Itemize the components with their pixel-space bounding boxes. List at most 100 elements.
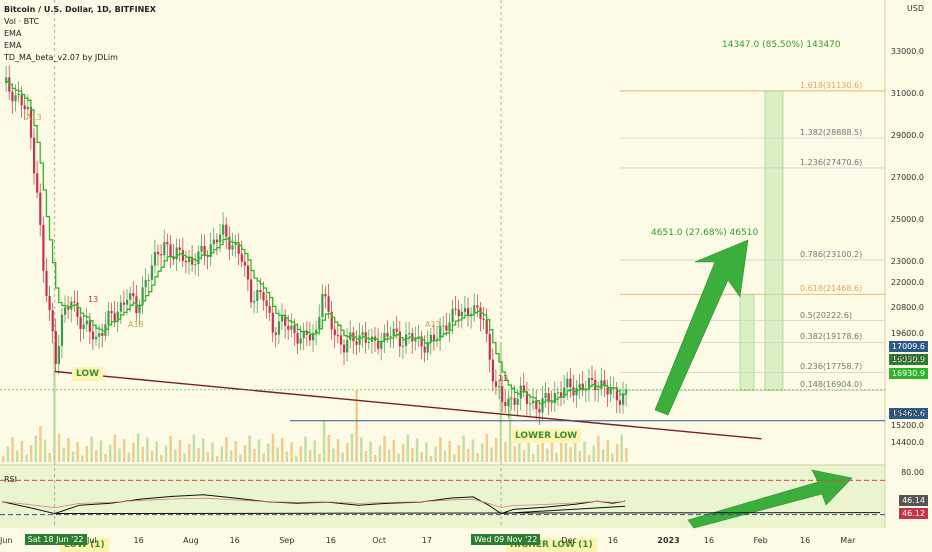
candle-body [377, 340, 380, 349]
candle-body [563, 387, 566, 397]
candle-body [395, 328, 398, 332]
candle-body [333, 329, 336, 336]
volume-bar [294, 455, 298, 462]
candle-body [392, 328, 395, 337]
x-tick-label: 16 [133, 536, 144, 545]
candle-body [274, 332, 277, 335]
candle-body [513, 398, 516, 405]
volume-bar [364, 451, 368, 462]
candle-body [442, 325, 445, 327]
measure-top-label: 14347.0 (85.50%) 143470 [722, 40, 841, 50]
legend-ema-1: EMA [4, 29, 22, 38]
candle-body [380, 341, 383, 349]
a13-marker-1: A13 [128, 320, 144, 329]
volume-bar [239, 454, 242, 462]
candle-body [209, 244, 212, 257]
lower-low-annotation: LOWER LOW [511, 429, 582, 443]
volume-bar [192, 434, 196, 462]
candle-body [315, 329, 318, 334]
y-tick-label: 14400.0 [890, 438, 924, 448]
volume-bar [122, 439, 126, 462]
volume-bar [560, 443, 563, 462]
volume-bar [443, 450, 447, 462]
volume-bar [81, 455, 84, 462]
rsi-trendline-low [54, 512, 881, 515]
candle-body [398, 331, 401, 347]
volume-bar [229, 450, 233, 462]
volume-bar [6, 446, 10, 462]
candle-body [153, 251, 157, 266]
candle-body [268, 306, 271, 313]
x-tick-label: Oct [372, 536, 387, 545]
candle-body [98, 333, 101, 337]
volume-bar [169, 436, 172, 462]
volume-bar [164, 445, 168, 462]
candle-body [191, 257, 194, 265]
volume-bar [480, 443, 484, 462]
candle-body [485, 320, 488, 334]
volume-bar [476, 453, 479, 462]
volume-bar [332, 448, 335, 462]
volume-bar [327, 435, 330, 462]
candle-body [178, 247, 181, 251]
candle-body [126, 299, 129, 305]
x-tick-label: Dec [561, 536, 577, 545]
candle-body [439, 325, 442, 339]
candle-body [234, 242, 237, 246]
candle-body [281, 315, 284, 322]
volume-bar [341, 452, 344, 462]
volume-bar [541, 435, 544, 462]
candle-body [451, 308, 454, 323]
candle-body [85, 320, 88, 325]
volume-bar [290, 442, 293, 462]
candle-body [625, 389, 628, 394]
y-tick-label: 20800.0 [890, 303, 924, 313]
candle-body [339, 335, 343, 345]
candle-body [491, 359, 494, 382]
candle-body [343, 344, 346, 353]
candle-body [566, 378, 569, 388]
candle-body [367, 341, 370, 343]
volume-bar [383, 436, 386, 462]
volume-bar [546, 448, 549, 462]
candle-body [584, 389, 587, 391]
candle-body [240, 253, 243, 262]
fib-level-label: 0.382(19178.6) [800, 332, 863, 342]
candle-body [277, 321, 281, 335]
candle-body [538, 409, 541, 413]
candle-body [308, 334, 312, 341]
volume-bar [499, 342, 503, 462]
candle-body [253, 300, 256, 303]
volume-bar [360, 437, 363, 462]
candle-body [287, 325, 290, 330]
volume-bar [387, 449, 391, 462]
candle-body [57, 345, 60, 364]
volume-bar [243, 445, 247, 462]
candle-body [203, 245, 206, 256]
volume-bar [257, 439, 261, 462]
rsi-label: RSI [4, 475, 17, 484]
volume-bar [183, 453, 186, 462]
rsi-box-2: 46.12 [899, 508, 928, 519]
candle-body [39, 192, 42, 225]
volume-bar [43, 439, 47, 462]
candle-body [91, 331, 95, 340]
y-tick-label: 15800.0 [890, 408, 924, 418]
volume-bar [573, 437, 577, 462]
volume-bar [355, 390, 358, 462]
candle-body [219, 234, 222, 243]
volume-bar [188, 444, 191, 462]
candle-body [33, 137, 36, 174]
candle-body [116, 311, 119, 321]
volume-bar [25, 454, 28, 462]
volume-bar [615, 444, 619, 462]
volume-bar [11, 437, 14, 462]
currency-label: USD [906, 4, 924, 13]
candle-body [476, 305, 479, 308]
volume-bar [76, 442, 79, 462]
candle-body [401, 345, 405, 347]
volume-bar [378, 445, 382, 462]
bullish-arrow-price [654, 239, 749, 416]
volume-bar [518, 436, 521, 462]
